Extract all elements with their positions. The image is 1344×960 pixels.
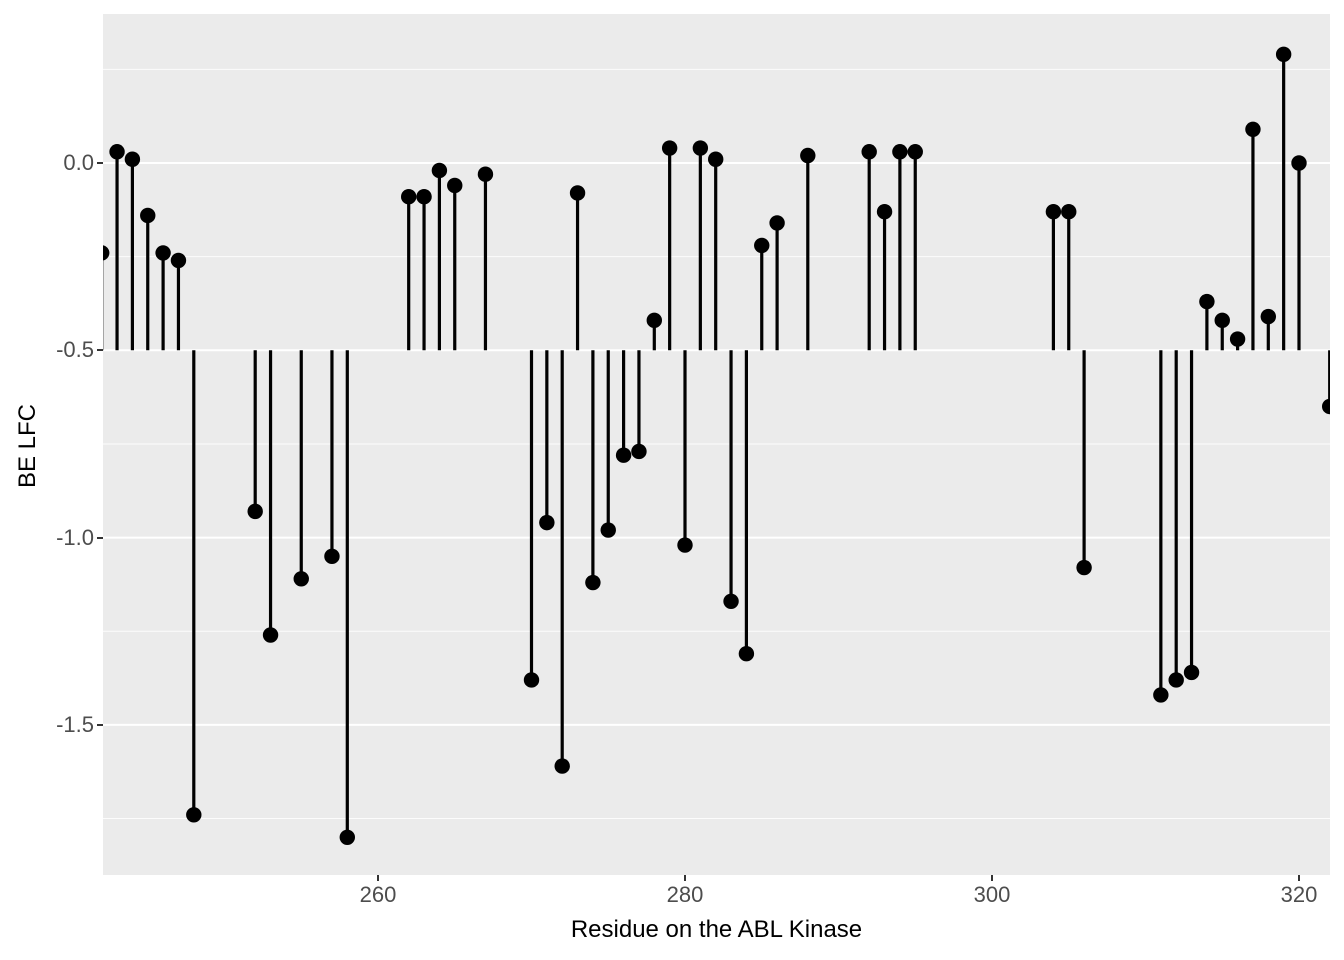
- data-point-residue-258: [339, 829, 355, 845]
- data-point-residue-278: [646, 312, 662, 329]
- data-point-residue-276: [615, 447, 632, 463]
- y-tick-mark--1.0: [97, 536, 103, 539]
- y-tick-label--1.5: -1.5: [56, 711, 94, 737]
- data-point-residue-316: [1229, 331, 1246, 347]
- data-point-residue-322: [1322, 398, 1330, 415]
- y-tick-mark--1.5: [97, 723, 103, 726]
- y-tick-mark--0.5: [97, 349, 103, 352]
- data-point-residue-246: [155, 245, 171, 261]
- plot-panel: [103, 14, 1330, 875]
- y-tick-label--0.5: -0.5: [56, 337, 94, 363]
- x-tick-label-320: 320: [1280, 882, 1318, 907]
- data-point-residue-255: [293, 571, 309, 587]
- data-point-residue-274: [585, 574, 601, 591]
- y-tick-label--1.0: -1.0: [56, 524, 94, 550]
- data-point-residue-282: [708, 151, 724, 167]
- data-point-residue-314: [1199, 293, 1215, 310]
- x-tick-mark-300: [991, 875, 993, 881]
- data-point-residue-311: [1153, 687, 1169, 703]
- data-point-residue-281: [692, 140, 709, 156]
- data-point-residue-273: [569, 185, 586, 201]
- data-point-residue-292: [861, 144, 877, 160]
- data-point-residue-252: [247, 503, 263, 520]
- x-tick-label-300: 300: [973, 882, 1011, 907]
- data-point-residue-271: [539, 514, 555, 531]
- data-point-residue-263: [416, 189, 432, 205]
- data-point-residue-265: [447, 177, 463, 194]
- data-point-residue-264: [431, 162, 448, 179]
- x-tick-label-260: 260: [359, 882, 397, 907]
- data-point-residue-285: [754, 237, 770, 254]
- plot-area-svg: [103, 46, 1330, 845]
- data-point-residue-313: [1183, 664, 1200, 681]
- data-point-residue-294: [892, 144, 908, 160]
- data-point-residue-318: [1260, 308, 1277, 325]
- data-point-residue-277: [631, 443, 647, 460]
- data-point-residue-242: [103, 245, 110, 261]
- x-tick-mark-320: [1298, 875, 1300, 881]
- data-point-residue-243: [109, 144, 125, 160]
- x-tick-mark-280: [684, 875, 686, 881]
- data-point-residue-288: [800, 147, 816, 164]
- data-point-residue-305: [1061, 203, 1077, 220]
- data-point-residue-272: [554, 758, 570, 774]
- data-point-residue-247: [170, 252, 187, 269]
- data-point-residue-275: [600, 522, 616, 538]
- data-point-residue-284: [738, 646, 755, 662]
- data-point-residue-270: [523, 672, 540, 688]
- data-point-residue-320: [1291, 155, 1307, 171]
- y-axis-title: BE LFC: [14, 403, 41, 489]
- y-tick-mark-0.0: [97, 162, 103, 164]
- y-tick-label-0.0: 0.0: [63, 150, 94, 175]
- data-point-residue-257: [324, 548, 340, 565]
- data-point-residue-306: [1076, 559, 1092, 576]
- data-point-residue-319: [1275, 46, 1292, 63]
- data-point-residue-245: [140, 207, 156, 224]
- data-point-residue-280: [677, 537, 693, 553]
- data-point-residue-244: [124, 151, 141, 167]
- data-point-residue-253: [262, 627, 279, 643]
- data-point-residue-317: [1245, 121, 1261, 137]
- data-point-residue-262: [401, 189, 417, 205]
- data-point-residue-293: [876, 203, 893, 220]
- x-axis-title: Residue on the ABL Kinase: [570, 916, 863, 943]
- data-point-residue-248: [186, 807, 202, 823]
- data-point-residue-315: [1214, 312, 1230, 329]
- data-point-residue-295: [907, 144, 923, 160]
- data-point-residue-286: [769, 215, 785, 231]
- data-point-residue-267: [477, 166, 494, 182]
- data-point-residue-283: [723, 593, 739, 609]
- data-point-residue-304: [1045, 203, 1062, 220]
- x-tick-label-280: 280: [666, 882, 704, 907]
- x-tick-mark-260: [377, 875, 379, 881]
- data-point-residue-312: [1168, 672, 1184, 688]
- data-point-residue-279: [661, 140, 678, 156]
